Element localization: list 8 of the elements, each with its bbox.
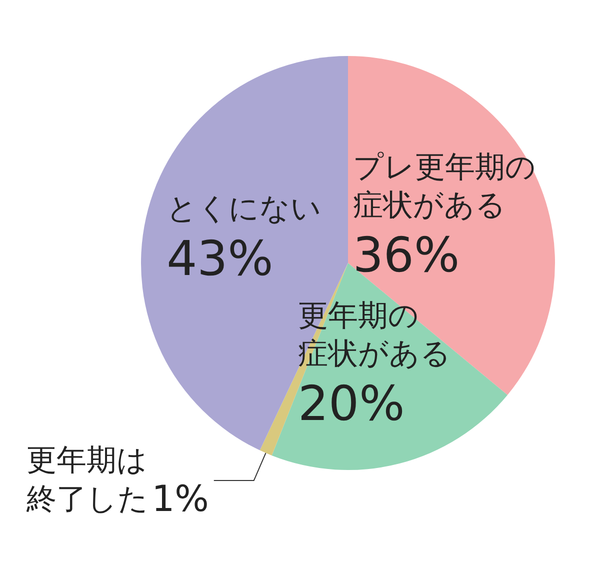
slice-label: とくにない bbox=[166, 191, 322, 226]
slice-label: 更年期の症状がある bbox=[298, 298, 451, 372]
data-label: 36% bbox=[352, 228, 460, 284]
slice-label: プレ更年期の症状がある bbox=[352, 150, 536, 224]
data-label: 43% bbox=[166, 230, 274, 287]
data-label: 20% bbox=[298, 376, 405, 432]
data-label: 1% bbox=[152, 479, 209, 520]
slice-label: 更年期は終了した bbox=[25, 443, 148, 518]
